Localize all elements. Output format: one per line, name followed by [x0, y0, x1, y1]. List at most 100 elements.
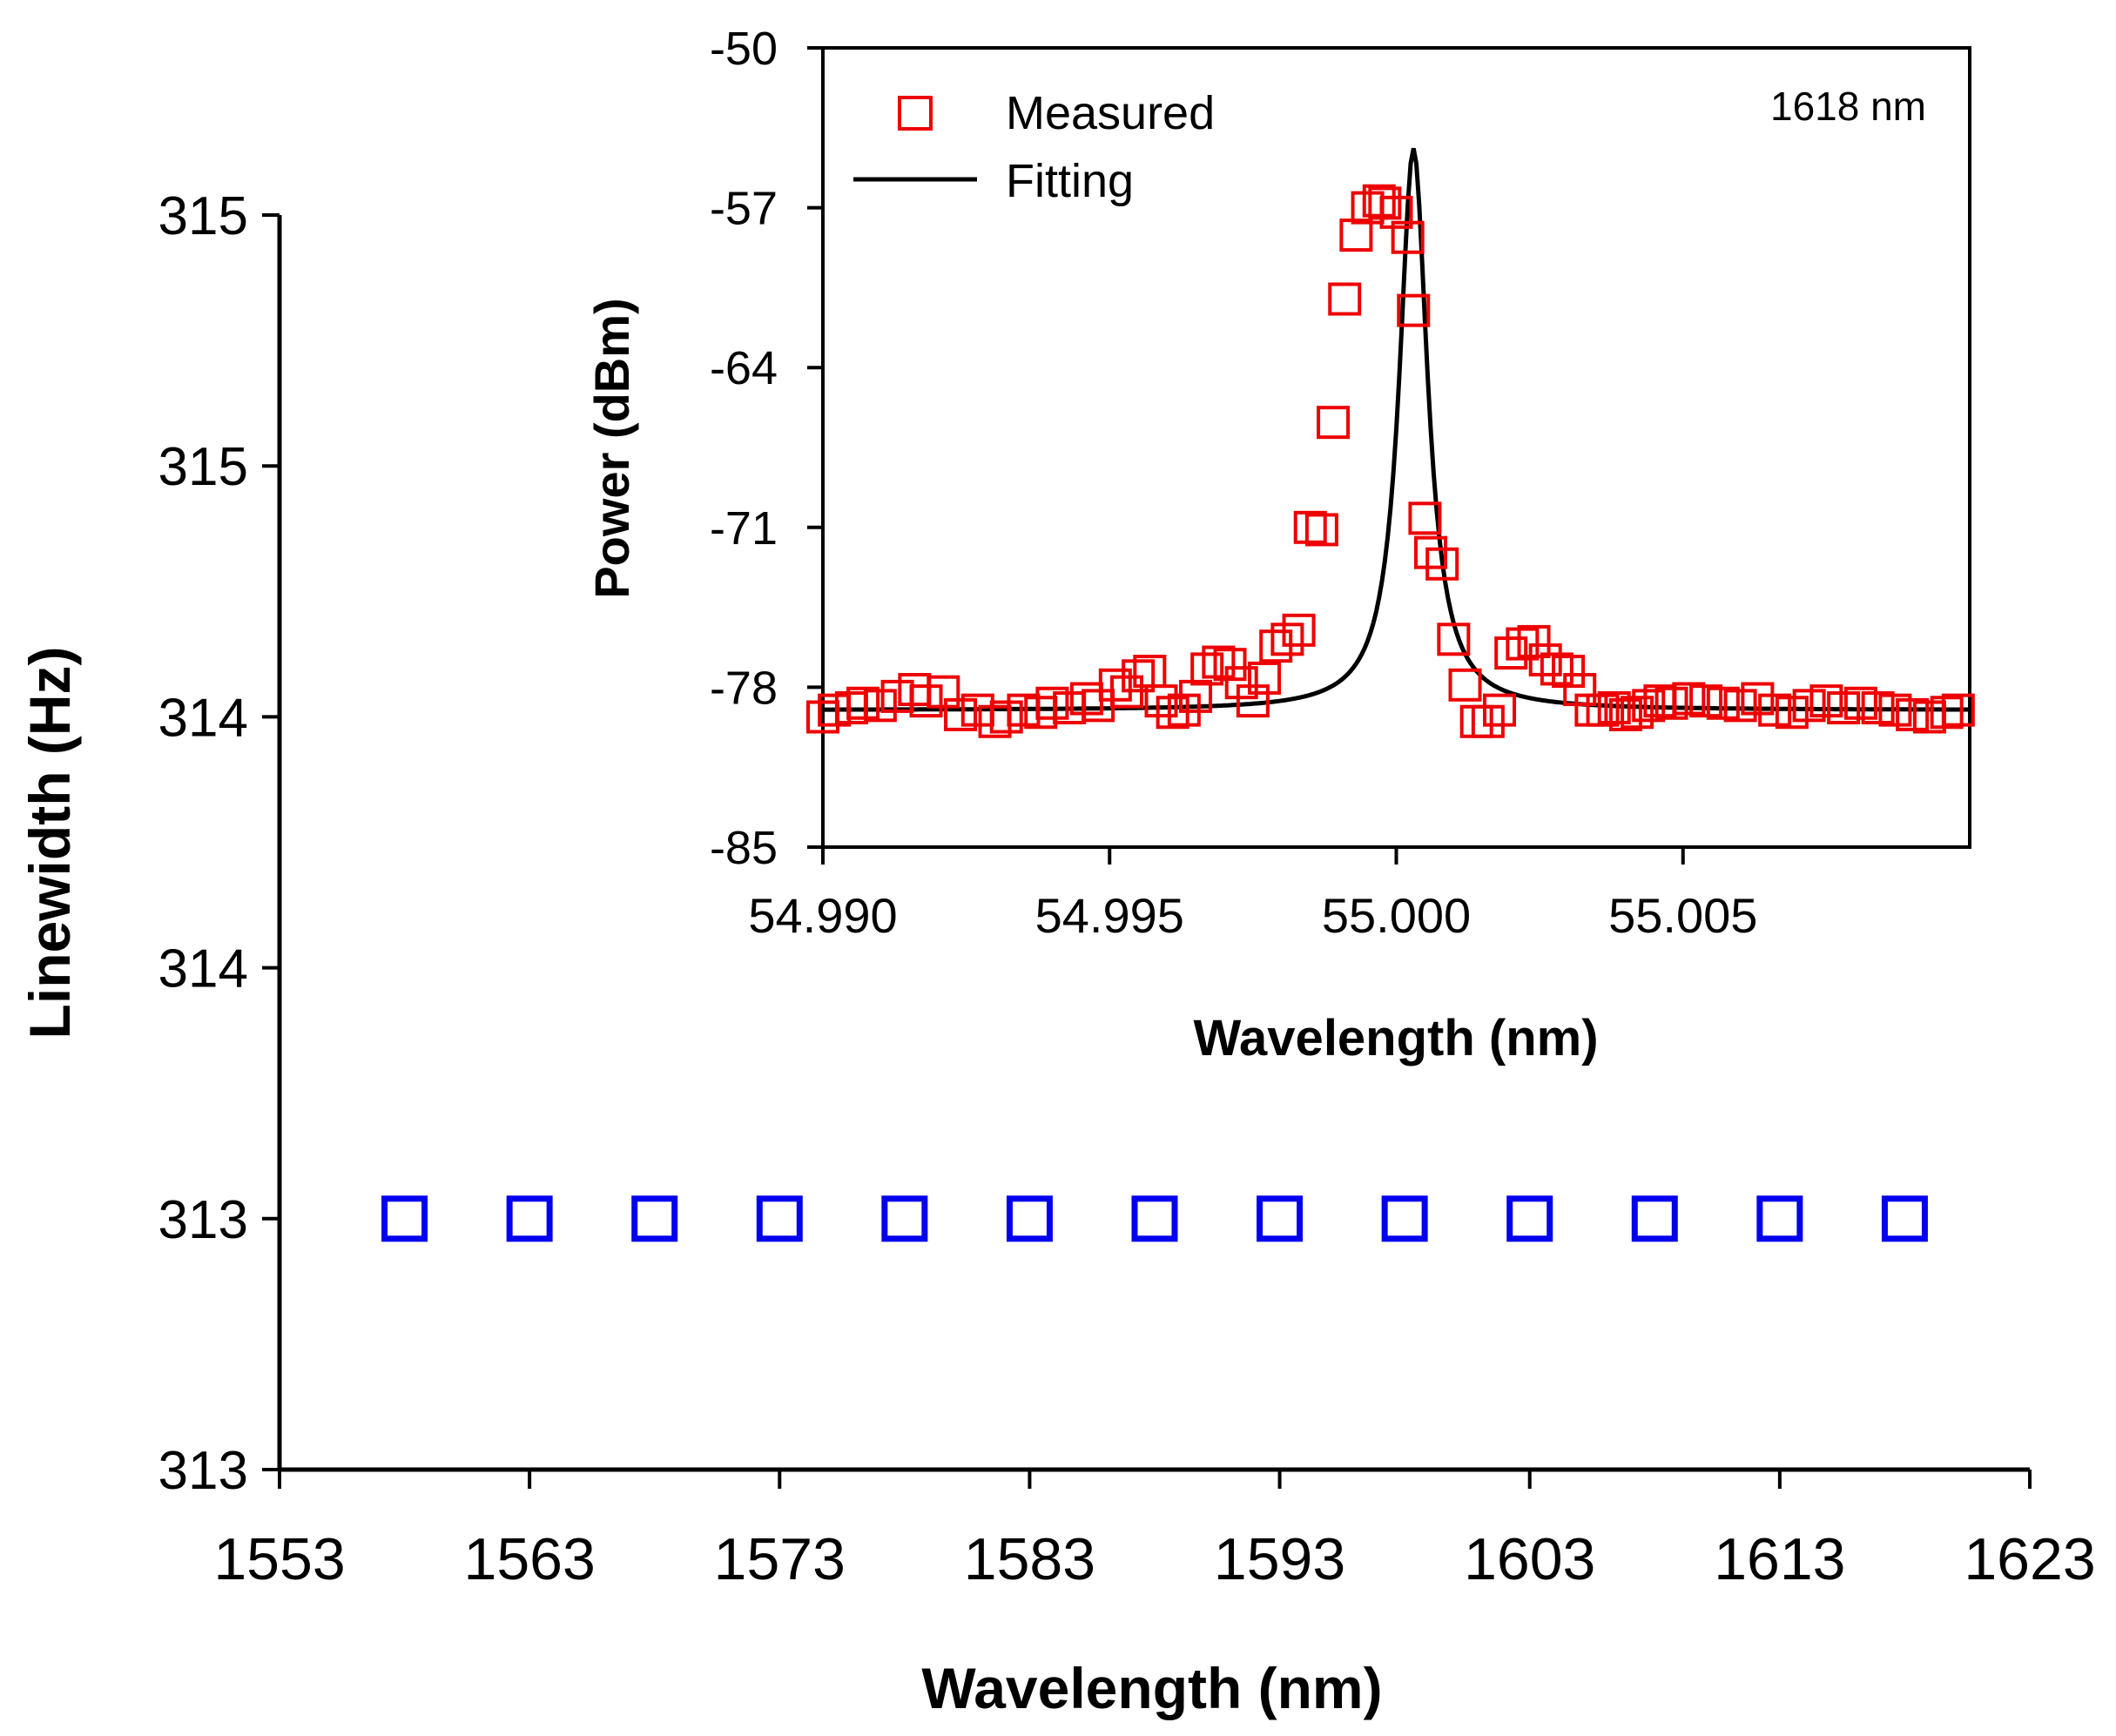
inset-measured-points	[806, 184, 1975, 738]
main-y-tick-label: 315	[158, 437, 248, 497]
inset-data-point	[1809, 684, 1843, 718]
inset-y-tick-label: -78	[710, 662, 778, 714]
inset-chart: -85 -78 -71 -64 -57 -50 54.990 54.995 55.000 55.…	[584, 23, 1975, 1066]
main-x-tick-label: 1623	[1964, 1526, 2095, 1592]
inset-y-tick-label: -64	[710, 342, 778, 394]
inset-data-point	[1517, 624, 1551, 658]
inset-data-point	[1775, 696, 1809, 730]
inset-data-point	[1293, 510, 1327, 544]
inset-data-point	[1597, 691, 1631, 725]
main-x-tick-label: 1613	[1714, 1526, 1845, 1592]
inset-data-point	[1408, 501, 1442, 535]
main-y-tick-label: 313	[158, 1441, 248, 1501]
inset-data-point	[1861, 691, 1895, 725]
inset-data-point	[927, 675, 960, 709]
main-x-tick-label: 1583	[964, 1526, 1095, 1592]
main-x-tick-label: 1593	[1214, 1526, 1345, 1592]
inset-data-point	[1317, 406, 1351, 440]
inset-data-point	[1540, 652, 1574, 686]
inset-data-point	[863, 689, 897, 723]
main-x-tick-label: 1553	[213, 1526, 345, 1592]
legend-fitting-label: Fitting	[1006, 155, 1134, 207]
inset-y-tick-label: -85	[710, 822, 778, 874]
inset-data-point	[1608, 697, 1642, 731]
inset-data-point	[1213, 648, 1247, 682]
inset-x-ticks: 54.990 54.995 55.000 55.005	[748, 847, 1757, 943]
inset-data-point	[1282, 613, 1316, 647]
inset-data-point	[1632, 689, 1666, 723]
inset-data-point	[1689, 684, 1723, 718]
inset-x-axis-title: Wavelength (nm)	[1193, 1010, 1598, 1066]
inset-data-point	[1035, 686, 1069, 720]
inset-data-point	[1339, 219, 1373, 252]
inset-annotation: 1618 nm	[1770, 84, 1926, 129]
inset-data-point	[1202, 645, 1236, 679]
main-data-point	[1881, 1195, 1928, 1242]
inset-data-point	[1304, 513, 1338, 547]
legend-measured-label: Measured	[1006, 87, 1215, 139]
inset-data-point	[1328, 282, 1362, 316]
main-data-point	[1506, 1195, 1553, 1242]
inset-y-tick-label: -50	[710, 23, 778, 75]
inset-data-point	[1723, 689, 1757, 723]
inset-data-point	[1843, 686, 1877, 720]
inset-data-point	[1741, 682, 1775, 716]
inset-data-point	[1483, 693, 1517, 727]
main-x-tick-label: 1573	[714, 1526, 846, 1592]
main-series-points	[381, 1195, 1928, 1242]
inset-data-point	[1425, 547, 1459, 581]
inset-data-point	[1706, 686, 1740, 720]
inset-data-point	[1122, 659, 1156, 693]
inset-data-point	[1672, 682, 1706, 716]
inset-data-point	[1552, 655, 1586, 689]
main-data-point	[1257, 1195, 1304, 1242]
inset-y-tick-label: -71	[710, 502, 778, 555]
inset-data-point	[1471, 704, 1505, 738]
inset-y-axis-title: Power (dBm)	[584, 298, 639, 598]
inset-data-point	[1621, 696, 1654, 730]
inset-data-point	[1362, 184, 1396, 218]
inset-data-point	[1930, 696, 1964, 730]
inset-x-tick-label: 55.000	[1322, 888, 1471, 943]
main-data-point	[381, 1195, 428, 1242]
main-y-tick-label: 314	[158, 939, 248, 999]
inset-data-point	[1758, 693, 1792, 727]
inset-data-point	[909, 684, 943, 718]
main-x-ticks: 1553 1563 1573 1583 1593 1603 1613 1623	[213, 1470, 2096, 1592]
inset-data-point	[1563, 673, 1597, 707]
inset-data-point	[1827, 691, 1861, 725]
inset-data-point	[1224, 666, 1258, 700]
inset-x-tick-label: 54.995	[1035, 888, 1184, 943]
main-y-tick-label: 314	[158, 688, 248, 748]
inset-data-point	[1528, 643, 1562, 676]
inset-data-point	[1368, 186, 1402, 220]
inset-data-point	[944, 697, 978, 731]
main-y-tick-label: 315	[158, 186, 248, 246]
inset-data-point	[1448, 668, 1482, 702]
main-data-point	[1006, 1195, 1053, 1242]
inset-data-point	[1190, 652, 1224, 686]
main-data-point	[1631, 1195, 1678, 1242]
main-data-point	[756, 1195, 803, 1242]
inset-x-tick-label: 55.005	[1608, 888, 1757, 943]
inset-data-point	[1397, 293, 1431, 327]
main-y-tick-label: 313	[158, 1190, 248, 1250]
main-data-point	[1131, 1195, 1178, 1242]
inset-y-tick-label: -57	[710, 183, 778, 235]
inset-data-point	[1878, 693, 1912, 727]
inset-data-point	[1437, 622, 1471, 656]
inset-data-point	[1792, 689, 1826, 723]
inset-data-point	[1144, 684, 1178, 718]
main-data-point	[881, 1195, 928, 1242]
main-x-axis-title: Wavelength (nm)	[921, 1656, 1382, 1720]
inset-legend: Measured Fitting	[853, 87, 1215, 207]
inset-data-point	[1896, 697, 1930, 731]
inset-data-point	[1236, 684, 1270, 718]
inset-data-point	[989, 700, 1023, 734]
inset-data-point	[1270, 622, 1304, 656]
inset-data-point	[1494, 636, 1528, 670]
inset-data-point	[1586, 693, 1620, 727]
main-data-point	[1756, 1195, 1803, 1242]
